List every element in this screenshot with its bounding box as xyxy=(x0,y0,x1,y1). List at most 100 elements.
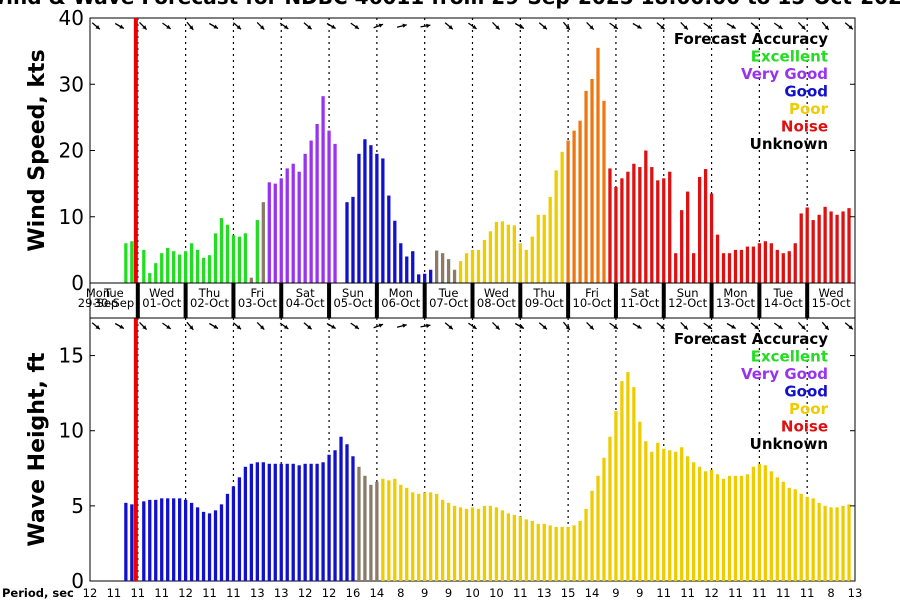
data-bar xyxy=(393,478,397,581)
day-separator xyxy=(231,283,236,318)
data-bar xyxy=(530,236,534,283)
data-bar xyxy=(626,372,630,581)
direction-arrow xyxy=(773,322,783,330)
arrow-head xyxy=(142,25,147,30)
legend-title: Forecast Accuracy xyxy=(674,330,828,348)
period-value: 14 xyxy=(585,586,600,600)
direction-arrow xyxy=(773,22,783,30)
data-bar xyxy=(207,513,212,581)
data-bar xyxy=(614,186,618,283)
arrow-head xyxy=(259,25,265,30)
direction-arrow xyxy=(562,21,571,31)
direction-arrow xyxy=(256,322,265,330)
legend-item-excellent: Excellent xyxy=(751,48,828,66)
period-value: 11 xyxy=(800,586,815,600)
direction-arrow xyxy=(326,22,336,30)
current-time-marker xyxy=(133,318,138,581)
arrow-head xyxy=(259,325,265,330)
y-tick-label: 40 xyxy=(59,6,84,30)
direction-arrow xyxy=(492,322,501,330)
direction-arrow xyxy=(562,321,571,331)
direction-arrow xyxy=(821,21,830,31)
direction-arrow xyxy=(162,22,172,30)
data-bar xyxy=(321,462,325,581)
data-bar xyxy=(225,224,230,283)
data-bar xyxy=(375,153,379,283)
data-bar xyxy=(721,253,726,283)
data-bar xyxy=(799,213,803,283)
data-bar xyxy=(763,241,767,283)
data-bar xyxy=(709,469,714,581)
day-separator xyxy=(757,283,762,318)
data-bar xyxy=(572,525,576,581)
direction-arrow xyxy=(632,322,642,330)
data-bar xyxy=(775,249,779,283)
data-bar xyxy=(172,498,176,581)
legend-item-very-good: Very Good xyxy=(741,65,828,83)
period-value: 11 xyxy=(728,586,743,600)
arrow-head xyxy=(307,325,312,330)
data-bar xyxy=(662,178,666,283)
data-bar xyxy=(381,478,385,581)
direction-arrow xyxy=(326,322,336,330)
data-bar xyxy=(578,120,582,283)
arrow-head xyxy=(448,25,453,30)
period-value: 13 xyxy=(537,586,552,600)
data-bar xyxy=(411,492,415,581)
data-bar xyxy=(781,481,785,581)
data-bar xyxy=(781,253,785,283)
legend-item-good: Good xyxy=(784,383,828,401)
direction-arrow xyxy=(468,322,477,330)
data-bar xyxy=(291,163,295,283)
data-bar xyxy=(590,490,594,581)
data-bar xyxy=(279,178,283,283)
period-axis-label: Period, sec xyxy=(2,586,74,600)
data-bar xyxy=(769,471,773,581)
day-name: Tue xyxy=(772,286,793,300)
data-bar xyxy=(668,450,672,581)
data-bar xyxy=(261,462,265,581)
legend-item-noise: Noise xyxy=(781,418,828,436)
arrow-head xyxy=(213,324,218,329)
data-bar xyxy=(482,505,487,581)
day-name: Tue xyxy=(103,286,124,300)
arrow-head xyxy=(119,324,124,329)
data-bar xyxy=(207,255,212,283)
data-bar xyxy=(512,514,516,581)
data-bar xyxy=(429,269,433,283)
legend-item-unknown: Unknown xyxy=(750,435,828,453)
data-bar xyxy=(548,525,552,581)
period-value: 12 xyxy=(298,586,313,600)
data-bar xyxy=(805,496,809,581)
day-name: Wed xyxy=(149,286,174,300)
data-bar xyxy=(727,253,732,283)
data-bar xyxy=(560,151,564,283)
data-bar xyxy=(542,523,546,581)
arrow-head xyxy=(283,324,289,329)
data-bar xyxy=(691,462,696,581)
direction-arrow xyxy=(373,323,384,329)
data-bar xyxy=(458,507,463,581)
day-separator xyxy=(183,283,188,318)
data-bar xyxy=(500,221,505,283)
data-bar xyxy=(662,448,666,581)
data-bar xyxy=(417,274,421,283)
y-tick-label: 5 xyxy=(71,494,84,518)
day-separator xyxy=(566,283,571,318)
data-bar xyxy=(476,249,481,283)
data-bar xyxy=(536,214,540,283)
data-bar xyxy=(249,463,254,581)
data-bar xyxy=(273,463,277,581)
data-bar xyxy=(172,251,176,283)
direction-arrow xyxy=(396,323,407,328)
data-bar xyxy=(787,487,791,581)
day-name: Sat xyxy=(630,286,649,300)
data-bar xyxy=(423,492,427,581)
data-bar xyxy=(620,381,624,581)
data-bar xyxy=(124,502,128,581)
day-date: 07-Oct xyxy=(429,296,468,310)
data-bar xyxy=(261,202,265,283)
direction-arrow xyxy=(373,23,384,29)
data-bar xyxy=(333,143,337,283)
data-bar xyxy=(195,249,200,283)
